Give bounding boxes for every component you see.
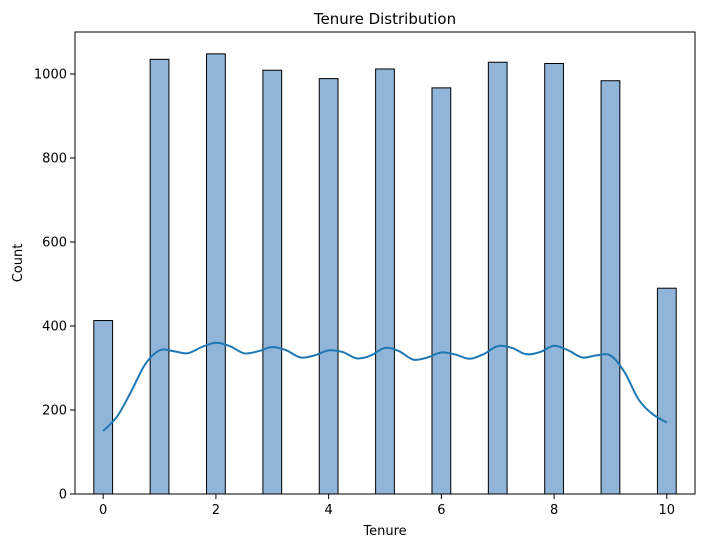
histogram-bar — [262, 69, 283, 495]
y-axis-ticks: 0 200 400 600 800 1000 — [34, 68, 75, 503]
histogram-bars — [93, 53, 677, 495]
x-tick-label: 2 — [212, 503, 220, 518]
y-tick-label: 800 — [42, 152, 67, 167]
y-tick-label: 0 — [59, 488, 67, 503]
histogram-bar — [318, 78, 339, 495]
y-axis-label: Count — [11, 244, 26, 283]
x-tick-label: 4 — [324, 503, 332, 518]
y-tick-label: 600 — [42, 236, 67, 251]
histogram-bar — [206, 53, 226, 495]
x-tick-label: 0 — [99, 503, 107, 518]
axes — [74, 31, 696, 495]
histogram-bar — [149, 58, 170, 495]
histogram-bar — [600, 80, 621, 495]
x-tick-label: 10 — [659, 503, 676, 518]
y-tick-label: 1000 — [34, 68, 67, 83]
histogram-bar — [431, 87, 452, 495]
y-tick-label: 400 — [42, 320, 67, 335]
plot-frame — [74, 31, 696, 495]
x-tick-label: 8 — [550, 503, 558, 518]
x-axis-ticks: 0 2 4 6 8 10 — [99, 494, 675, 518]
histogram-bar — [375, 68, 395, 495]
histogram-bar — [93, 320, 114, 495]
y-tick-label: 200 — [42, 404, 67, 419]
histogram-bar — [487, 61, 508, 495]
histogram-bar — [656, 287, 677, 495]
x-axis-label: Tenure — [362, 524, 406, 539]
histogram-bar — [544, 63, 564, 495]
kde-curve — [102, 341, 668, 432]
chart-title: Tenure Distribution — [313, 10, 456, 28]
x-tick-label: 6 — [437, 503, 445, 518]
